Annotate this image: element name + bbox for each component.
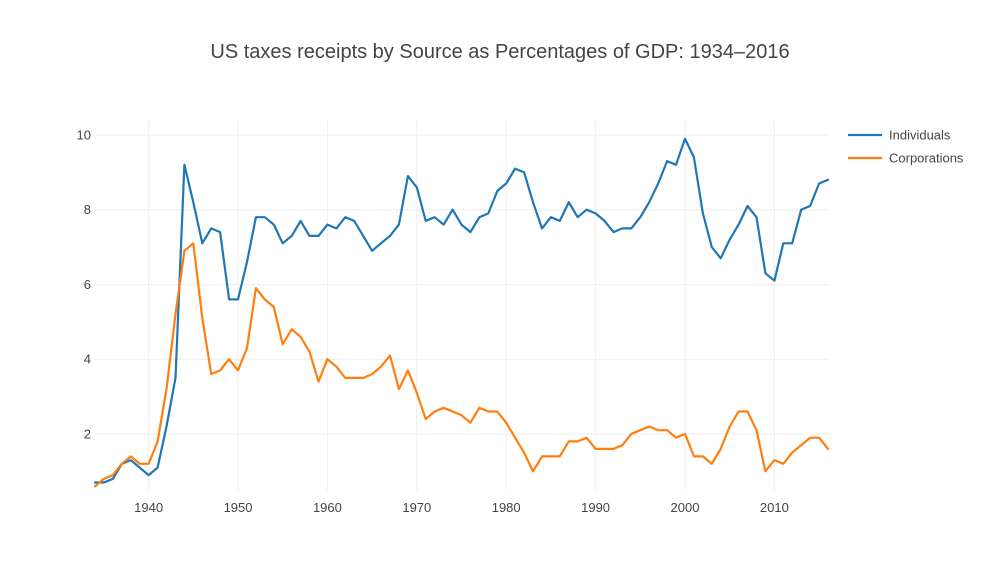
y-tick-label: 10 (77, 127, 91, 142)
y-tick-label: 8 (84, 202, 91, 217)
y-tick-label: 6 (84, 277, 91, 292)
x-tick-label: 1940 (134, 500, 163, 515)
y-axis-ticks: 2 4 6 8 10 (77, 127, 91, 441)
x-tick-label: 1950 (224, 500, 253, 515)
legend-label: Individuals (889, 128, 951, 143)
legend[interactable]: Individuals Corporations (848, 128, 964, 166)
series-line-corporations (93, 242, 830, 488)
x-tick-label: 1970 (402, 500, 431, 515)
series-line-individuals (93, 137, 830, 484)
x-tick-label: 1980 (492, 500, 521, 515)
grid (95, 120, 828, 490)
x-tick-label: 2000 (671, 500, 700, 515)
x-tick-label: 1960 (313, 500, 342, 515)
x-tick-label: 1990 (581, 500, 610, 515)
series-lines (93, 137, 830, 488)
legend-item-individuals[interactable]: Individuals (848, 128, 951, 143)
legend-item-corporations[interactable]: Corporations (848, 151, 964, 166)
x-tick-label: 2010 (760, 500, 789, 515)
y-tick-label: 4 (84, 352, 91, 367)
x-axis-ticks: 1940 1950 1960 1970 1980 1990 2000 2010 (134, 500, 789, 515)
chart-title: US taxes receipts by Source as Percentag… (210, 41, 789, 63)
y-tick-label: 2 (84, 426, 91, 441)
legend-label: Corporations (889, 151, 964, 166)
